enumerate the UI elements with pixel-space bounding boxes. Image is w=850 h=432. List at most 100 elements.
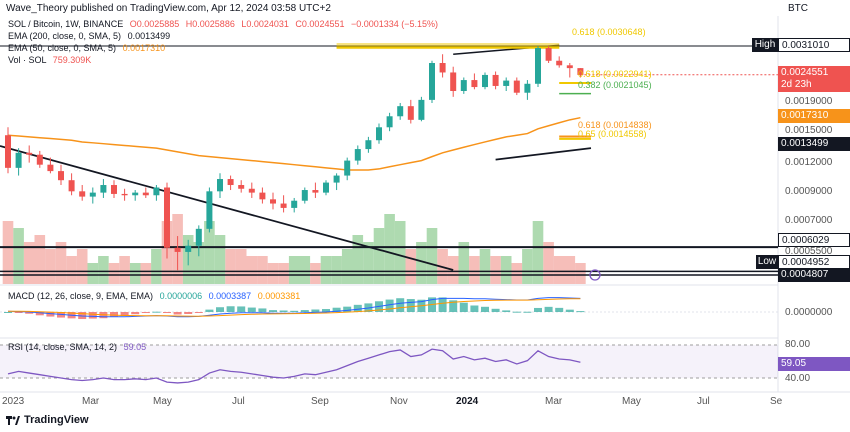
macd-line-value: 0.0003387 bbox=[208, 291, 252, 301]
volume-bar bbox=[331, 256, 342, 284]
macd-histogram-bar bbox=[14, 312, 23, 313]
volume-bar bbox=[500, 256, 512, 284]
tick-0007: 0.0007000 bbox=[785, 215, 833, 226]
rsi-scale-label: 59.05 bbox=[778, 357, 850, 371]
volume-bar bbox=[140, 263, 152, 284]
macd-histogram-bar bbox=[311, 309, 320, 312]
candle-body bbox=[354, 149, 361, 161]
footer-brand[interactable]: TradingView bbox=[6, 414, 89, 426]
macd-histogram-bar bbox=[406, 299, 415, 312]
candle-body bbox=[333, 175, 340, 183]
macd-histogram-bar bbox=[141, 312, 150, 313]
candle-body bbox=[577, 68, 584, 75]
fib-label-0382: 0.382 (0.0021045) bbox=[578, 80, 652, 90]
macd-histogram-bar bbox=[25, 312, 34, 314]
candle-body bbox=[556, 60, 563, 66]
volume-bar bbox=[394, 221, 406, 284]
ema200-value: 0.0013499 bbox=[127, 31, 171, 41]
volume-bar bbox=[225, 249, 236, 284]
rsi-80-tick: 80.00 bbox=[785, 339, 811, 350]
rsi-legend[interactable]: RSI (14, close, SMA, 14, 2) 59.05 bbox=[8, 342, 146, 353]
ohlc-open: O0.0025885 bbox=[129, 19, 180, 29]
volume-bar bbox=[214, 235, 226, 284]
volume-bar bbox=[87, 263, 99, 284]
macd-histogram-bar bbox=[247, 307, 256, 312]
rsi-line bbox=[7, 348, 581, 384]
candle-body bbox=[100, 185, 107, 193]
candle-body bbox=[386, 116, 393, 128]
candle-body bbox=[79, 191, 86, 197]
macd-histogram-bar bbox=[396, 298, 405, 312]
ema50-line bbox=[7, 116, 581, 171]
ema50-scale-label: 0.0017310 bbox=[778, 109, 850, 123]
macd-histogram-bar bbox=[300, 310, 309, 312]
candle-body bbox=[344, 160, 351, 176]
macd-histogram-bar bbox=[269, 310, 277, 312]
x-tick-mar-2024: Mar bbox=[545, 396, 563, 407]
ema50-legend[interactable]: EMA (50, close, 0, SMA, 5) 0.0017310 bbox=[8, 43, 165, 54]
candle-body bbox=[407, 106, 414, 120]
ema200-scale-label: 0.0013499 bbox=[778, 137, 850, 151]
macd-histogram-bar bbox=[343, 306, 352, 312]
tick-0012: 0.0012000 bbox=[785, 157, 833, 168]
high-value-label: 0.0031010 bbox=[778, 38, 850, 52]
candle-body bbox=[5, 135, 11, 168]
volume-legend[interactable]: Vol · SOL 759.309K bbox=[8, 55, 91, 66]
ohlc-low: L0.0024031 bbox=[241, 19, 289, 29]
x-tick-sep: Sep bbox=[311, 396, 329, 407]
support-scale-label: 0.0006029 bbox=[778, 233, 850, 247]
ema200-legend[interactable]: EMA (200, close, 0, SMA, 5) 0.0013499 bbox=[8, 31, 170, 42]
volume-bar bbox=[34, 235, 46, 284]
candle-body bbox=[365, 140, 372, 150]
macd-histogram-bar bbox=[353, 304, 362, 312]
volume-bar bbox=[193, 242, 205, 284]
candle-body bbox=[164, 187, 170, 248]
volume-bar bbox=[479, 249, 491, 284]
replay-icon bbox=[589, 269, 601, 281]
volume-label: Vol · SOL bbox=[8, 55, 47, 65]
low2-value-label: 0.0004807 bbox=[778, 268, 850, 282]
macd-histogram-bar bbox=[258, 308, 267, 312]
macd-histogram-bar bbox=[385, 299, 394, 312]
macd-histogram-bar bbox=[449, 300, 458, 312]
fib-label-0618-upper: 0.618 (0.0022941) bbox=[578, 69, 652, 79]
candle-body bbox=[111, 185, 117, 194]
candle-body bbox=[545, 48, 552, 61]
symbol-name: SOL / Bitcoin, 1W, BINANCE bbox=[8, 19, 124, 29]
candle-body bbox=[238, 185, 245, 189]
candle-body bbox=[121, 193, 128, 196]
fib-zone-top bbox=[336, 43, 560, 50]
candle-body bbox=[566, 65, 573, 69]
x-tick-may-2024: May bbox=[622, 396, 641, 407]
volume-bar bbox=[405, 249, 417, 284]
macd-histogram-bar bbox=[120, 312, 129, 316]
volume-bar bbox=[288, 256, 300, 284]
ohlc-close: C0.0024551 bbox=[295, 19, 345, 29]
candle-body bbox=[15, 152, 22, 168]
candle-body bbox=[195, 228, 202, 246]
x-tick-jul-2024: Jul bbox=[697, 396, 710, 407]
volume-bar bbox=[511, 263, 523, 284]
downtrend-line bbox=[0, 145, 454, 271]
x-tick-sep-2024: Se bbox=[770, 396, 783, 407]
volume-bar bbox=[426, 228, 438, 284]
candle-body bbox=[270, 199, 276, 204]
volume-bar bbox=[352, 235, 364, 284]
volume-bar bbox=[416, 242, 427, 284]
volume-bar bbox=[532, 221, 544, 284]
macd-legend[interactable]: MACD (12, 26, close, 9, EMA, EMA) 0.0000… bbox=[8, 291, 300, 302]
currency-label[interactable]: BTC bbox=[788, 3, 808, 14]
macd-histogram-bar bbox=[576, 311, 585, 313]
macd-histogram-bar bbox=[131, 312, 140, 315]
ema200-line bbox=[495, 147, 592, 161]
volume-bar bbox=[45, 249, 56, 284]
candle-body bbox=[227, 179, 234, 186]
volume-bar bbox=[469, 256, 480, 284]
macd-histogram-bar bbox=[470, 305, 479, 312]
volume-bar bbox=[204, 221, 215, 284]
candle-body bbox=[68, 180, 75, 192]
candle-body bbox=[397, 106, 404, 117]
x-tick-may: May bbox=[153, 396, 172, 407]
tick-00055: 0.0005500 bbox=[785, 246, 833, 257]
